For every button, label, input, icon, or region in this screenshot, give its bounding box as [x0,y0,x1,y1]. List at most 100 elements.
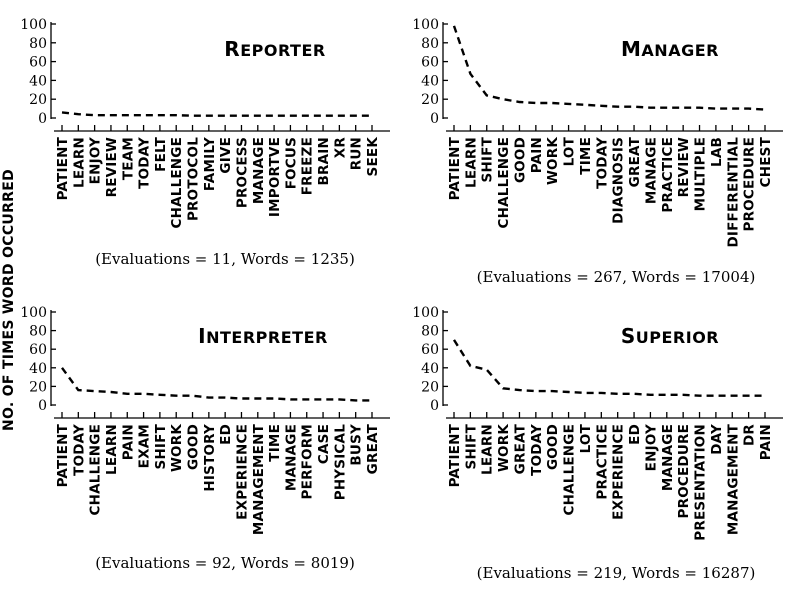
x-tick-label: CHALLENGE [562,424,578,515]
x-tick-label: LEARN [104,424,120,475]
x-tick-label: DIAGNOSIS [611,137,627,224]
x-tick-label: LOT [578,423,594,453]
y-tick-label: 40 [421,361,439,377]
x-tick-label: WORK [169,424,185,472]
x-tick-label: PRESENTATION [693,424,709,541]
x-tick-label: CASE [316,424,332,464]
x-tick-label: PAIN [120,424,136,460]
x-tick-label: BRAIN [316,137,332,185]
x-tick-label: PATIENT [55,136,71,200]
x-tick-label: SHIFT [463,423,479,469]
x-tick-label: XR [332,137,348,159]
x-tick-label: GREAT [627,136,643,187]
x-tick-label: SEEK [365,137,381,177]
x-tick-label: PRACTICE [660,137,676,213]
x-tick-label: MANAGEMENT [725,423,741,535]
x-tick-label: LAB [709,137,725,167]
x-tick-label: PAIN [758,424,774,460]
x-tick-label: EXPERIENCE [611,424,627,520]
x-tick-label: LEARN [71,137,87,188]
x-tick-label: MANAGEMENT [251,423,267,535]
series-line [452,25,766,111]
x-tick-label: WORK [545,137,561,185]
x-tick-label: PERFORM [300,424,316,499]
y-tick-label: 20 [29,379,47,395]
y-tick-label: 0 [38,111,47,127]
x-tick-label: FELT [153,136,169,171]
x-tick-label: LEARN [480,424,496,475]
x-tick-label: REVIEW [104,137,120,197]
panel-title: INTERPRETER [198,324,328,348]
y-tick-label: 40 [29,73,47,89]
series-line [61,367,372,402]
x-tick-label: PROCEDURE [742,137,758,231]
x-tick-label: GREAT [365,423,381,474]
y-tick-label: 100 [412,17,439,33]
x-tick-label: TODAY [529,424,545,476]
x-tick-label: PROTOCOL [186,137,202,221]
figure-y-axis-label: NO. OF TIMES WORD OCCURRED [1,169,17,431]
x-tick-label: MULTIPLE [693,137,709,211]
x-tick-label: LEARN [463,137,479,188]
x-tick-label: PROCEDURE [676,424,692,518]
panel-caption: (Evaluations = 219, Words = 16287) [477,564,756,582]
panel-title: REPORTER [224,37,325,61]
y-tick-label: 40 [421,73,439,89]
x-tick-label: FOCUS [283,137,299,189]
x-tick-label: EXPERIENCE [234,424,250,520]
x-tick-label: CHALLENGE [169,137,185,228]
x-tick-label: DR [742,424,758,446]
y-tick-label: 20 [421,379,439,395]
x-tick-label: PAIN [529,137,545,173]
x-tick-label: EXAM [137,424,153,468]
y-tick-label: 100 [20,17,47,33]
x-tick-label: TODAY [71,424,87,476]
x-tick-label: PRACTICE [594,424,610,500]
x-tick-label: GOOD [186,424,202,470]
chart-panel: 0 20 40 60 80 100 PATIENT LEARN ENJOY REVIEW TEAM T… [20,17,390,268]
x-tick-label: GOOD [512,137,528,183]
x-tick-label: HISTORY [202,424,218,492]
x-tick-label: RUN [349,137,365,170]
x-tick-label: SHIFT [153,423,169,469]
x-tick-label: DAY [709,424,725,455]
x-tick-label: MANAGE [643,137,659,204]
panel-title: SUPERIOR [621,324,719,348]
y-tick-label: 80 [29,36,47,52]
x-tick-label: PATIENT [447,423,463,487]
x-tick-label: FAMILY [202,137,218,191]
chart-panel: 0 20 40 60 80 100 PATIENT SHIFT LEARN WORK GREAT TO… [412,305,783,582]
x-tick-label: GOOD [545,424,561,470]
chart-panel: 0 20 40 60 80 100 PATIENT LEARN SHIFT CHALLENGE GO… [412,17,783,286]
x-tick-label: GIVE [218,137,234,174]
x-tick-label: DIFFERENTIAL [725,137,741,248]
x-tick-label: TIME [267,424,283,462]
y-tick-label: 20 [29,92,47,108]
y-tick-label: 0 [430,111,439,127]
y-tick-label: 0 [38,398,47,414]
panel-caption: (Evaluations = 267, Words = 17004) [477,268,756,286]
x-tick-label: ENJOY [88,137,104,184]
x-tick-label: LOT [562,136,578,166]
panel-caption: (Evaluations = 11, Words = 1235) [95,250,355,268]
x-tick-label: MANAGE [660,424,676,491]
y-tick-label: 60 [29,342,47,358]
x-tick-label: ED [627,424,643,445]
x-tick-label: TODAY [137,137,153,189]
y-tick-label: 60 [421,342,439,358]
y-tick-label: 20 [421,92,439,108]
x-tick-label: BUSY [349,424,365,466]
panel-caption: (Evaluations = 92, Words = 8019) [95,554,355,572]
y-tick-label: 100 [412,305,439,321]
y-tick-label: 60 [421,55,439,71]
y-tick-label: 60 [29,55,47,71]
y-tick-label: 80 [29,324,47,340]
x-tick-label: WORK [496,424,512,472]
x-tick-label: CHALLENGE [88,424,104,515]
panel-title: MANAGER [621,37,719,61]
x-tick-label: CHEST [758,136,774,187]
x-tick-label: SHIFT [480,136,496,182]
y-tick-label: 0 [430,398,439,414]
